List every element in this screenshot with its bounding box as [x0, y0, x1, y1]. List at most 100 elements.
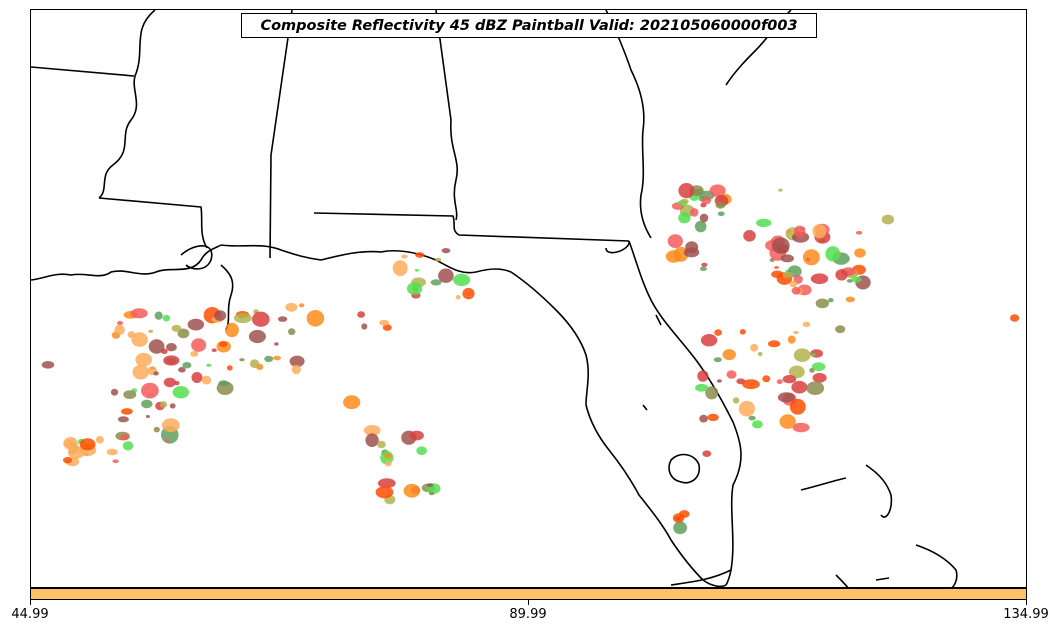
mississippi-delta	[180, 245, 234, 331]
paintball-blob	[750, 343, 758, 352]
paintball-blob	[357, 311, 365, 318]
paintball-blob	[414, 269, 420, 272]
paintball-blob	[462, 287, 475, 300]
colorbar-tick-label-min: 44.99	[11, 607, 49, 622]
paintball-blob	[881, 214, 895, 225]
paintball-blob	[273, 355, 281, 361]
colorbar-tick-label-mid: 89.99	[509, 607, 547, 622]
paintball-blob	[854, 248, 866, 258]
paintball-blob	[672, 513, 685, 523]
gulf-coast	[220, 244, 727, 587]
paintball-blob	[382, 324, 392, 331]
paintball-blob	[779, 414, 796, 429]
paintball-blob	[249, 359, 260, 369]
paintball-blob	[224, 322, 239, 338]
lake-okeechobee	[668, 453, 701, 484]
paintball-blob	[163, 355, 180, 366]
paintball-blob	[163, 377, 177, 388]
colorbar	[30, 588, 1027, 600]
paintball-blob	[678, 183, 695, 199]
paintball-blob	[717, 211, 725, 217]
colorbar-tick-left	[30, 600, 31, 605]
paintball-blob	[812, 372, 827, 383]
paintball-blob	[690, 208, 699, 217]
paintball-blob	[789, 398, 806, 415]
paintball-blob	[416, 446, 427, 456]
florida-atlantic-coast	[628, 240, 742, 586]
paintball-blob	[789, 280, 797, 288]
paintball-blob	[264, 355, 274, 363]
paintball-blob	[742, 379, 760, 390]
paintball-blob	[678, 212, 691, 224]
paintball-blob	[153, 371, 159, 376]
paintball-blob	[365, 433, 379, 448]
paintball-blob	[141, 399, 153, 409]
paintball-blob	[793, 275, 803, 284]
paintball-blob	[428, 491, 435, 496]
mississippi-alabama-border	[269, 10, 293, 259]
paintball-blob	[239, 358, 245, 362]
paintball-blob	[743, 230, 756, 242]
paintball-blob	[1010, 314, 1020, 322]
paintball-blob	[828, 298, 834, 303]
paintball-blob	[154, 311, 163, 320]
paintball-blob	[285, 302, 298, 312]
paintball-blob	[699, 414, 708, 423]
paintball-blob	[406, 282, 423, 295]
paintball-blob	[291, 364, 301, 375]
paintball-blob	[715, 201, 726, 209]
paintball-blob	[141, 382, 159, 399]
map-panel	[30, 9, 1027, 588]
state-borders	[31, 10, 958, 587]
bahamas-grand	[800, 477, 847, 491]
paintball-blob	[63, 437, 78, 450]
paintball-blob	[683, 247, 700, 258]
paintball-blob	[177, 328, 190, 339]
paintball-blob	[159, 401, 168, 408]
arkansas-louisiana-border	[31, 66, 135, 77]
alabama-georgia-border	[435, 10, 458, 221]
paintball-blob	[120, 434, 130, 441]
paintball-blob	[435, 257, 442, 262]
paintball-blob	[298, 303, 305, 308]
paintball-blob	[776, 379, 783, 385]
paintball-blob	[161, 418, 180, 433]
paintball-blob	[777, 392, 795, 403]
paintball-blob	[361, 323, 368, 330]
paintball-blob	[757, 351, 763, 357]
paintball-blob	[738, 400, 756, 417]
paintball-blob	[802, 321, 811, 327]
paintball-blob	[214, 310, 227, 321]
paintball-blob	[701, 262, 708, 267]
paintball-blob	[700, 334, 718, 347]
paintball-blob	[112, 459, 119, 464]
paintball-blob	[131, 332, 148, 347]
paintball-blob	[805, 258, 810, 262]
paintball-blob	[172, 386, 189, 399]
paintball-blob	[218, 380, 229, 387]
paintball-blob	[171, 324, 182, 332]
paintball-blob	[835, 269, 848, 281]
paintball-blob	[726, 370, 737, 379]
paintball-blob	[835, 325, 846, 334]
louisiana-mississippi-border	[98, 197, 208, 249]
paintball-blob	[793, 330, 799, 335]
paintball-blob	[812, 224, 827, 239]
paintball-blob	[190, 351, 199, 357]
paintball-blob	[233, 313, 252, 324]
paintball-blob	[791, 286, 801, 295]
paintball-blob	[165, 438, 170, 443]
paintball-blob	[756, 218, 772, 228]
paintball-blob	[248, 329, 266, 344]
paintball-blob	[752, 420, 763, 429]
map-canvas	[31, 10, 1020, 587]
paintball-blob	[453, 273, 471, 286]
paintball-blob	[788, 365, 805, 379]
paintball-blob	[409, 430, 424, 441]
paintball-blob	[762, 375, 771, 383]
paintball-blob	[148, 339, 165, 354]
paintball-blob	[767, 340, 781, 348]
paintball-blob	[707, 413, 719, 422]
colorbar-tick-middle	[528, 600, 529, 605]
paintball-blob	[226, 365, 233, 371]
